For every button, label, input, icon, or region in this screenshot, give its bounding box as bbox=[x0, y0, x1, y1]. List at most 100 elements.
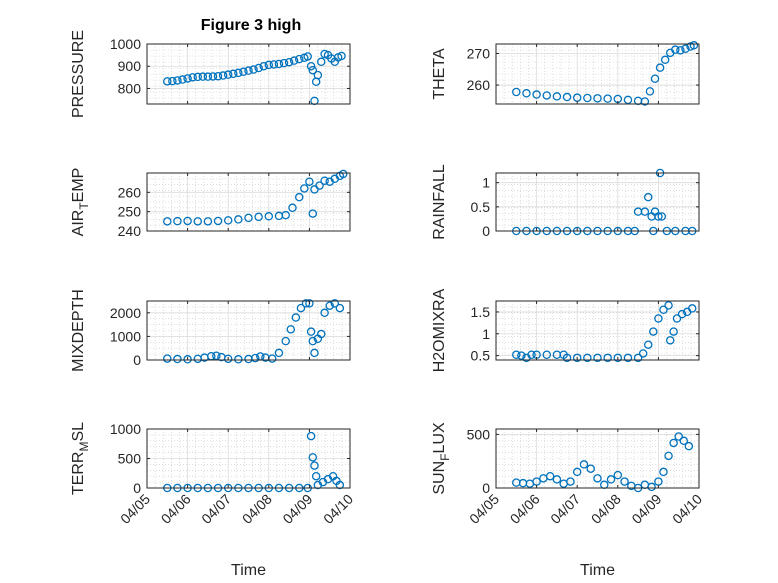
data-point bbox=[539, 474, 548, 483]
y-axis-label: PRESSURE bbox=[70, 30, 87, 118]
subplot-air-temp: 240 250 260 AIRTEMP bbox=[70, 168, 351, 239]
data-point bbox=[532, 90, 541, 99]
data-point bbox=[687, 304, 697, 313]
data-point bbox=[303, 52, 312, 61]
data-point bbox=[512, 478, 521, 487]
data-point bbox=[267, 354, 277, 363]
x-tick-label: 04/07 bbox=[547, 491, 583, 527]
data-point bbox=[672, 314, 682, 323]
data-point bbox=[679, 436, 689, 446]
data-point bbox=[638, 349, 648, 358]
subplot-mixdepth: 0 1000 2000 MIXDEPTH bbox=[70, 289, 351, 372]
data-point bbox=[213, 216, 223, 226]
x-tick-label: 04/06 bbox=[507, 491, 543, 527]
data-point bbox=[640, 97, 650, 106]
data-point bbox=[593, 474, 602, 483]
subplot-h2omixra: 0.5 1 1.5 H2OMIXRA bbox=[431, 288, 700, 372]
x-tick-label: 04/09 bbox=[279, 491, 315, 527]
data-point bbox=[681, 44, 690, 53]
data-point bbox=[306, 61, 316, 71]
data-point bbox=[305, 177, 314, 186]
data-series bbox=[512, 301, 697, 363]
data-point bbox=[593, 94, 602, 103]
subplot-sun-flux: 0 500 04/05 04/06 04/07 04/08 04/09 04/10 SUNFLU… bbox=[431, 422, 705, 579]
y-tick-label: 1 bbox=[482, 175, 490, 191]
data-point bbox=[239, 67, 248, 77]
data-point bbox=[579, 460, 589, 469]
data-point bbox=[203, 72, 213, 81]
data-point bbox=[572, 467, 582, 477]
data-series bbox=[163, 431, 345, 493]
data-point bbox=[606, 475, 616, 484]
y-tick-label: 0 bbox=[482, 480, 490, 496]
y-axis-label: TERRMSL bbox=[70, 422, 91, 495]
data-point bbox=[676, 46, 685, 55]
data-series bbox=[512, 432, 694, 493]
axes-box bbox=[146, 300, 351, 361]
data-point bbox=[259, 61, 268, 71]
data-point bbox=[315, 181, 324, 190]
data-point bbox=[294, 192, 304, 202]
data-point bbox=[249, 65, 258, 74]
y-axis-label: H2OMIXRA bbox=[431, 288, 448, 372]
axes-box bbox=[495, 428, 700, 489]
y-axis-label: SUNFLUX bbox=[431, 422, 452, 495]
data-point bbox=[527, 350, 536, 360]
data-point bbox=[677, 309, 687, 319]
data-point bbox=[281, 336, 290, 346]
data-series bbox=[163, 299, 345, 364]
data-point bbox=[163, 217, 172, 226]
data-point bbox=[274, 211, 284, 221]
axes-box bbox=[495, 300, 700, 361]
data-point bbox=[310, 348, 319, 358]
data-point bbox=[603, 353, 612, 363]
data-point bbox=[320, 308, 329, 318]
data-point bbox=[633, 96, 643, 106]
x-tick-label: 04/08 bbox=[239, 491, 275, 527]
data-point bbox=[308, 65, 318, 75]
data-point bbox=[644, 192, 653, 202]
data-point bbox=[193, 354, 202, 364]
data-point bbox=[308, 209, 318, 218]
data-point bbox=[572, 353, 582, 363]
y-tick-label: 500 bbox=[467, 426, 491, 442]
data-point bbox=[517, 351, 526, 360]
data-series bbox=[163, 169, 348, 226]
y-tick-label: 1.5 bbox=[471, 304, 491, 320]
subplot-theta: 260 270 THETA bbox=[431, 41, 700, 106]
data-point bbox=[647, 482, 656, 492]
data-point bbox=[586, 464, 595, 473]
data-point bbox=[654, 212, 663, 221]
data-point bbox=[316, 329, 326, 339]
y-tick-label: 270 bbox=[467, 45, 491, 61]
data-series bbox=[163, 49, 346, 106]
y-axis-label: MIXDEPTH bbox=[70, 289, 87, 372]
data-point bbox=[274, 59, 284, 69]
y-tick-label: 800 bbox=[118, 80, 142, 96]
y-tick-label: 0.5 bbox=[471, 348, 491, 364]
data-point bbox=[310, 96, 319, 106]
data-point bbox=[296, 303, 306, 313]
data-point bbox=[178, 75, 187, 84]
y-axis-label: THETA bbox=[431, 48, 448, 100]
data-point bbox=[640, 480, 650, 490]
data-point bbox=[664, 301, 673, 310]
x-tick-label: 04/06 bbox=[158, 491, 194, 527]
y-axis-label: RAINFALL bbox=[431, 164, 448, 240]
data-point bbox=[671, 45, 680, 54]
y-axis-label: AIRTEMP bbox=[70, 168, 91, 237]
data-point bbox=[335, 303, 345, 313]
data-point bbox=[223, 216, 233, 225]
data-point bbox=[613, 470, 623, 480]
data-point bbox=[650, 74, 660, 83]
data-point bbox=[664, 451, 673, 461]
data-point bbox=[306, 431, 316, 441]
y-tick-label: 900 bbox=[118, 58, 142, 74]
data-point bbox=[633, 353, 643, 363]
data-point bbox=[183, 355, 192, 364]
data-point bbox=[552, 92, 562, 101]
data-point bbox=[313, 70, 323, 80]
data-point bbox=[566, 477, 575, 486]
data-point bbox=[223, 354, 233, 364]
